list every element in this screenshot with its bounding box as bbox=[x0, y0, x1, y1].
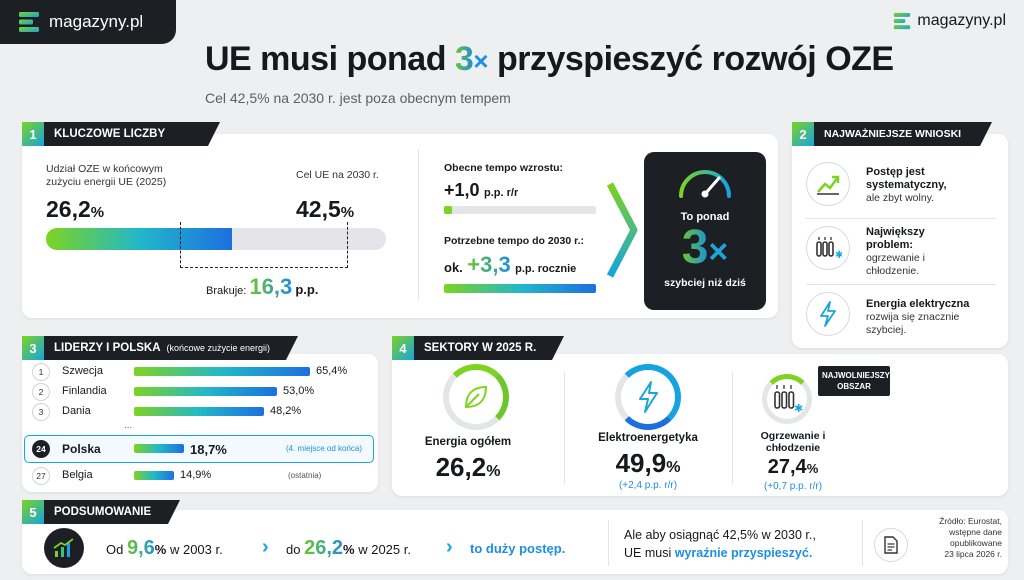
speedup-number: 3× bbox=[681, 221, 729, 274]
page-subtitle: Cel 42,5% na 2030 r. jest poza obecnym t… bbox=[205, 90, 511, 106]
trend-up-icon bbox=[806, 162, 850, 206]
svg-text:✱: ✱ bbox=[835, 250, 842, 260]
speedup-top: To ponad bbox=[680, 211, 730, 223]
share-value: 18,7% bbox=[190, 442, 227, 457]
svg-text:✱: ✱ bbox=[794, 402, 803, 414]
divider bbox=[732, 372, 733, 484]
brand-name: magazyny.pl bbox=[917, 12, 1006, 29]
radiator-icon: ✱ bbox=[806, 226, 850, 270]
target-value: 42,5% bbox=[296, 196, 355, 222]
speedup-box: To ponad 3× szybciej niż dziś bbox=[644, 152, 766, 310]
summary-verdict: to duży postęp. bbox=[470, 541, 566, 556]
list-ellipsis: ... bbox=[124, 420, 133, 431]
section-3-tab: 3 LIDERZY I POLSKA (końcowe zużycie energi… bbox=[22, 336, 298, 360]
divider bbox=[608, 520, 609, 566]
slowest-badge: NAJWOLNIEJSZY OBSZAR bbox=[818, 366, 890, 396]
target-label: Cel UE na 2030 r. bbox=[296, 169, 379, 181]
leaf-icon bbox=[464, 385, 488, 409]
current-rate-fill bbox=[444, 206, 452, 214]
leaders-card bbox=[22, 354, 378, 492]
share-bar bbox=[134, 367, 310, 376]
brand-mark-icon bbox=[19, 12, 39, 32]
chevron-right-icon: › bbox=[262, 536, 269, 558]
summary-card bbox=[22, 510, 1008, 574]
current-rate-value: +1,0 p.p. r/r bbox=[444, 180, 519, 200]
conclusion-1: Postęp jest systematyczny, ale zbyt wolny… bbox=[866, 166, 947, 204]
share-bar bbox=[134, 444, 184, 453]
summary-to: do 26,2% w 2025 r. bbox=[286, 537, 411, 559]
sector-label-total: Energia ogółem bbox=[424, 436, 512, 448]
country-name: Polska bbox=[62, 442, 101, 456]
section-2-tab: 2 NAJWAŻNIEJSZE WNIOSKI bbox=[792, 122, 992, 146]
section-5-tab: 5 PODSUMOWANIE bbox=[22, 500, 180, 524]
share-label: Udział OZE w końcowym zużyciu energii UE … bbox=[46, 163, 167, 188]
summary-but: Ale aby osiągnąć 42,5% w 2030 r., UE mus… bbox=[624, 528, 816, 560]
rank-badge: 24 bbox=[32, 440, 50, 458]
share-bar bbox=[134, 471, 174, 480]
sector-ring bbox=[762, 374, 812, 424]
section-1-tab: 1 KLUCZOWE LICZBY bbox=[22, 122, 220, 146]
progress-fill bbox=[46, 228, 232, 250]
brand-logo-dark: magazyny.pl bbox=[0, 0, 176, 44]
speedup-bottom: szybciej niż dziś bbox=[664, 277, 746, 289]
current-rate-label: Obecne tempo wzrostu: bbox=[444, 162, 564, 174]
sector-value-heating: 27,4% bbox=[767, 456, 819, 478]
sector-value-power: 49,9% bbox=[615, 448, 681, 478]
rank-badge: 3 bbox=[32, 403, 50, 421]
sector-value-total: 26,2% bbox=[435, 452, 501, 482]
share-value: 26,2% bbox=[46, 196, 105, 222]
needed-rate-value: ok. +3,3 p.p. rocznie bbox=[444, 252, 577, 277]
brand-logo-light: magazyny.pl bbox=[893, 12, 1006, 30]
gap-bracket bbox=[180, 222, 348, 268]
needed-rate-bar bbox=[444, 284, 596, 293]
page-title: UE musi ponad 3× przyspieszyć rozwój OZE bbox=[205, 40, 894, 78]
radiator-icon: ✱ bbox=[774, 385, 803, 414]
share-bar bbox=[134, 387, 277, 396]
divider bbox=[806, 284, 996, 285]
chevron-right-icon: › bbox=[446, 536, 453, 558]
growth-chart-icon bbox=[44, 528, 84, 568]
divider bbox=[418, 150, 419, 300]
conclusion-3: Energia elektryczna rozwija się znacznie … bbox=[866, 298, 970, 336]
conclusion-2: Największy problem: ogrzewanie i chłodzen… bbox=[866, 226, 925, 277]
highlight-row-poland bbox=[24, 435, 374, 463]
share-value: 48,2% bbox=[270, 405, 302, 417]
sector-ring bbox=[615, 364, 681, 430]
sector-delta-power: (+2,4 p.p. r/r) bbox=[618, 480, 678, 491]
country-name: Finlandia bbox=[62, 385, 107, 397]
divider bbox=[862, 520, 863, 566]
current-rate-track bbox=[444, 206, 596, 214]
sector-ring bbox=[443, 364, 509, 430]
missing-label: Brakuje: 16,3 p.p. bbox=[206, 274, 319, 299]
sector-delta-heating: (+0,7 p.p. r/r) bbox=[763, 481, 823, 492]
sector-label-power: Elektroenergetyka bbox=[598, 432, 698, 444]
share-value: 53,0% bbox=[283, 385, 315, 397]
brand-mark-icon bbox=[894, 12, 911, 30]
lightning-icon bbox=[806, 292, 850, 336]
summary-from: Od 9,6% w 2003 r. bbox=[106, 537, 223, 559]
rank-badge: 27 bbox=[32, 467, 50, 485]
row-note: (ostatnia) bbox=[288, 471, 322, 480]
country-name: Szwecja bbox=[62, 365, 103, 377]
document-icon bbox=[874, 528, 908, 562]
brand-name: magazyny.pl bbox=[49, 12, 144, 31]
rank-badge: 2 bbox=[32, 383, 50, 401]
speedometer-icon bbox=[679, 170, 731, 198]
row-note: (4. miejsce od końca) bbox=[286, 444, 363, 453]
share-bar bbox=[134, 407, 264, 416]
source-note: Źródło: Eurostat, wstępne dane opublikowan… bbox=[939, 516, 1002, 559]
sector-label-heating: Ogrzewanie i chłodzenie bbox=[760, 430, 826, 454]
chevron-right-icon bbox=[606, 182, 638, 278]
country-name: Dania bbox=[62, 405, 91, 417]
country-name: Belgia bbox=[62, 469, 93, 481]
needed-rate-label: Potrzebne tempo do 2030 r.: bbox=[444, 235, 585, 247]
rank-badge: 1 bbox=[32, 363, 50, 381]
section-4-tab: 4 SEKTORY W 2025 R. bbox=[392, 336, 564, 360]
divider bbox=[564, 372, 565, 484]
lightning-icon bbox=[639, 381, 658, 413]
divider bbox=[806, 218, 996, 219]
share-value: 65,4% bbox=[316, 365, 348, 377]
share-value: 14,9% bbox=[180, 469, 212, 481]
